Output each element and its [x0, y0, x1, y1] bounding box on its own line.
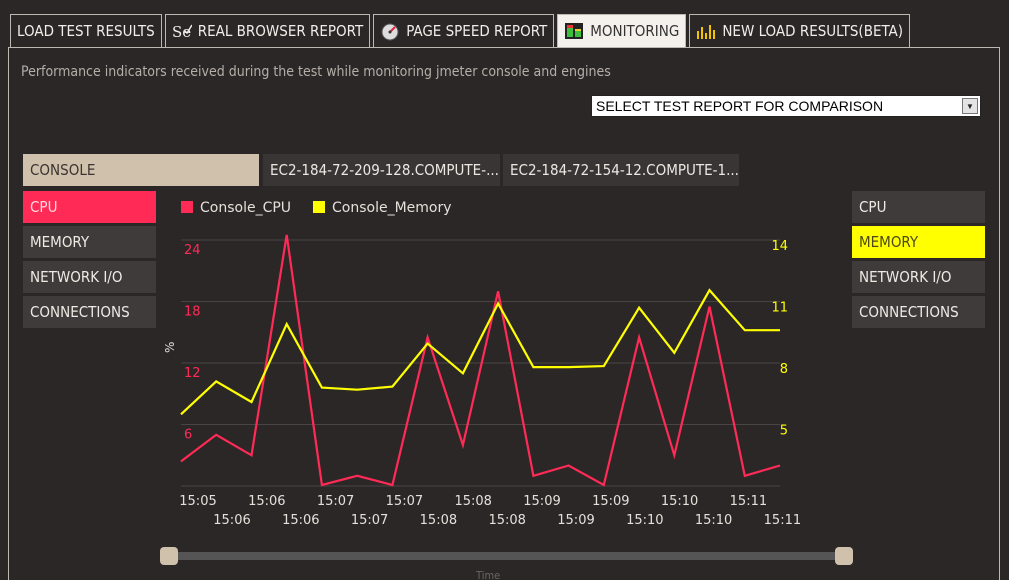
y-right-tick-label: 14: [771, 239, 788, 254]
source-tab-label: CONSOLE: [30, 161, 96, 179]
y-right-tick-label: 11: [771, 301, 788, 316]
x-tick-label: 15:08: [454, 494, 491, 509]
y-left-tick-label: 18: [184, 305, 201, 320]
x-tick-label: 15:08: [420, 513, 457, 528]
x-tick-label: 15:07: [386, 494, 423, 509]
x-tick-label: 15:05: [179, 494, 216, 509]
right-metric-cpu[interactable]: CPU: [852, 191, 985, 223]
metric-label: NETWORK I/O: [30, 268, 123, 286]
right-metric-memory[interactable]: MEMORY: [852, 226, 985, 258]
tab-label: PAGE SPEED REPORT: [406, 22, 548, 40]
tab-label: LOAD TEST RESULTS: [17, 22, 155, 40]
legend-swatch: [313, 201, 325, 213]
metric-label: CONNECTIONS: [859, 303, 959, 321]
y-left-tick-label: 24: [184, 243, 201, 258]
panel-description: Performance indicators received during t…: [21, 64, 611, 80]
source-tab-label: EC2-184-72-154-12.COMPUTE-1....: [510, 161, 739, 179]
metric-label: MEMORY: [859, 233, 919, 251]
x-tick-label: 15:09: [523, 494, 560, 509]
x-tick-label: 15:11: [764, 513, 800, 528]
monitoring-chart: 6121824581114%%15:0515:0615:0715:0715:08…: [163, 200, 800, 528]
source-tab-engine-2[interactable]: EC2-184-72-154-12.COMPUTE-1....: [503, 154, 739, 186]
compare-select-value: SELECT TEST REPORT FOR COMPARISON: [596, 98, 884, 114]
metric-label: CPU: [859, 198, 887, 216]
bar-chart-icon: [696, 21, 716, 41]
tab-label: REAL BROWSER REPORT: [197, 22, 364, 40]
x-tick-label: 15:09: [592, 494, 629, 509]
legend-swatch: [181, 201, 193, 213]
tab-page-speed-report[interactable]: PAGE SPEED REPORT: [373, 14, 555, 47]
x-tick-label: 15:08: [488, 513, 525, 528]
source-tab-console[interactable]: CONSOLE: [23, 154, 259, 186]
chevron-down-icon[interactable]: ▼: [962, 98, 978, 114]
time-range-end-handle[interactable]: [835, 547, 853, 565]
monitoring-bars-icon: [564, 21, 584, 41]
selenium-icon: Se: [172, 21, 193, 41]
svg-text:Se: Se: [172, 23, 191, 41]
x-tick-label: 15:06: [282, 513, 319, 528]
y-left-tick-label: 12: [184, 366, 201, 381]
series-line-console-memory: [180, 288, 780, 416]
y-left-axis-title: %: [163, 342, 177, 353]
right-metric-network-io[interactable]: NETWORK I/O: [852, 261, 985, 293]
tab-real-browser-report[interactable]: Se REAL BROWSER REPORT: [164, 14, 371, 47]
tab-monitoring[interactable]: MONITORING: [557, 14, 687, 47]
x-tick-label: 15:06: [213, 513, 250, 528]
tab-new-load-results[interactable]: NEW LOAD RESULTS(BETA): [689, 14, 911, 47]
metric-label: CPU: [30, 198, 58, 216]
metric-label: CONNECTIONS: [30, 303, 130, 321]
left-metric-network-io[interactable]: NETWORK I/O: [23, 261, 156, 293]
tab-label: NEW LOAD RESULTS(BETA): [722, 22, 904, 40]
right-metric-connections[interactable]: CONNECTIONS: [852, 296, 985, 328]
source-tab-engine-1[interactable]: EC2-184-72-209-128.COMPUTE-...: [263, 154, 500, 186]
x-tick-label: 15:06: [248, 494, 285, 509]
x-tick-label: 15:10: [626, 513, 663, 528]
report-tabs: LOAD TEST RESULTS Se REAL BROWSER REPORT…: [10, 14, 911, 47]
time-range-start-handle[interactable]: [160, 547, 178, 565]
speedometer-icon: [380, 21, 400, 41]
x-tick-label: 15:10: [661, 494, 698, 509]
tab-label: MONITORING: [590, 22, 680, 40]
compare-report-select[interactable]: SELECT TEST REPORT FOR COMPARISON ▼: [591, 95, 981, 117]
x-tick-label: 15:11: [730, 494, 767, 509]
x-tick-label: 15:10: [695, 513, 732, 528]
time-range-slider-track[interactable]: [168, 552, 844, 560]
left-metric-memory[interactable]: MEMORY: [23, 226, 156, 258]
metric-label: MEMORY: [30, 233, 90, 251]
x-tick-label: 15:09: [557, 513, 594, 528]
tab-load-test-results[interactable]: LOAD TEST RESULTS: [10, 14, 162, 47]
series-line-console-cpu: [180, 234, 781, 487]
y-right-tick-label: 8: [780, 362, 788, 377]
x-tick-label: 15:07: [351, 513, 388, 528]
source-tab-label: EC2-184-72-209-128.COMPUTE-...: [270, 161, 499, 179]
x-tick-label: 15:07: [317, 494, 354, 509]
metric-label: NETWORK I/O: [859, 268, 952, 286]
x-axis-title: Time: [476, 569, 501, 580]
y-left-tick-label: 6: [184, 428, 192, 443]
legend-entry: Console_Memory: [332, 200, 452, 216]
left-metric-cpu[interactable]: CPU: [23, 191, 156, 223]
legend-entry: Console_CPU: [200, 200, 291, 216]
left-metric-connections[interactable]: CONNECTIONS: [23, 296, 156, 328]
y-right-tick-label: 5: [780, 424, 788, 439]
